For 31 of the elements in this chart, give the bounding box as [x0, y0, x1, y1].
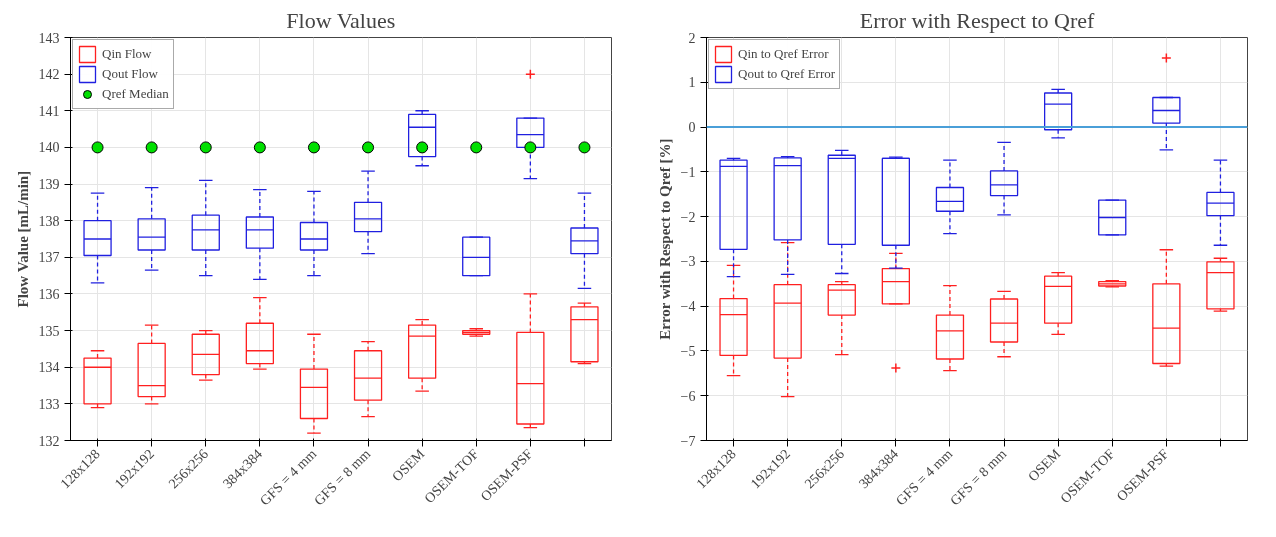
y-tick-label: 136 [38, 286, 60, 302]
y-tick-label: −1 [680, 164, 696, 180]
y-tick-label: 137 [38, 250, 60, 266]
legend-label: Qout to Qref Error [738, 66, 836, 82]
y-tick-label: 132 [38, 433, 60, 449]
y-tick-label: −5 [680, 343, 696, 359]
legend-label: Qref Median [102, 86, 169, 102]
y-tick-label: 134 [38, 360, 60, 376]
y-tick-label: 138 [38, 213, 60, 229]
y-tick-label: 140 [38, 140, 60, 156]
y-tick-label: 141 [38, 103, 60, 119]
y-tick-label: −6 [680, 388, 696, 404]
chart-title: Error with Respect to Qref [859, 7, 1095, 33]
legend-label: Qin Flow [102, 46, 152, 62]
y-tick-label: 139 [38, 177, 60, 193]
chart-title: Flow Values [286, 7, 396, 33]
y-tick-label: 142 [38, 67, 60, 83]
y-tick-label: 143 [38, 30, 60, 46]
y-tick-label: −7 [680, 433, 696, 449]
y-tick-label: 1 [688, 75, 696, 91]
legend-label: Qout Flow [102, 66, 158, 82]
legend-label: Qin to Qref Error [738, 46, 829, 62]
y-tick-label: 2 [688, 30, 696, 46]
y-axis-title: Flow Value [mL/min] [14, 170, 31, 308]
y-tick-label: 133 [38, 396, 60, 412]
y-axis-title: Error with Respect to Qref [%] [656, 138, 673, 340]
y-tick-label: 135 [38, 323, 60, 339]
y-tick-label: −4 [680, 299, 696, 315]
y-tick-label: 0 [688, 120, 696, 136]
y-tick-label: −2 [680, 209, 696, 225]
y-tick-label: −3 [680, 254, 696, 270]
